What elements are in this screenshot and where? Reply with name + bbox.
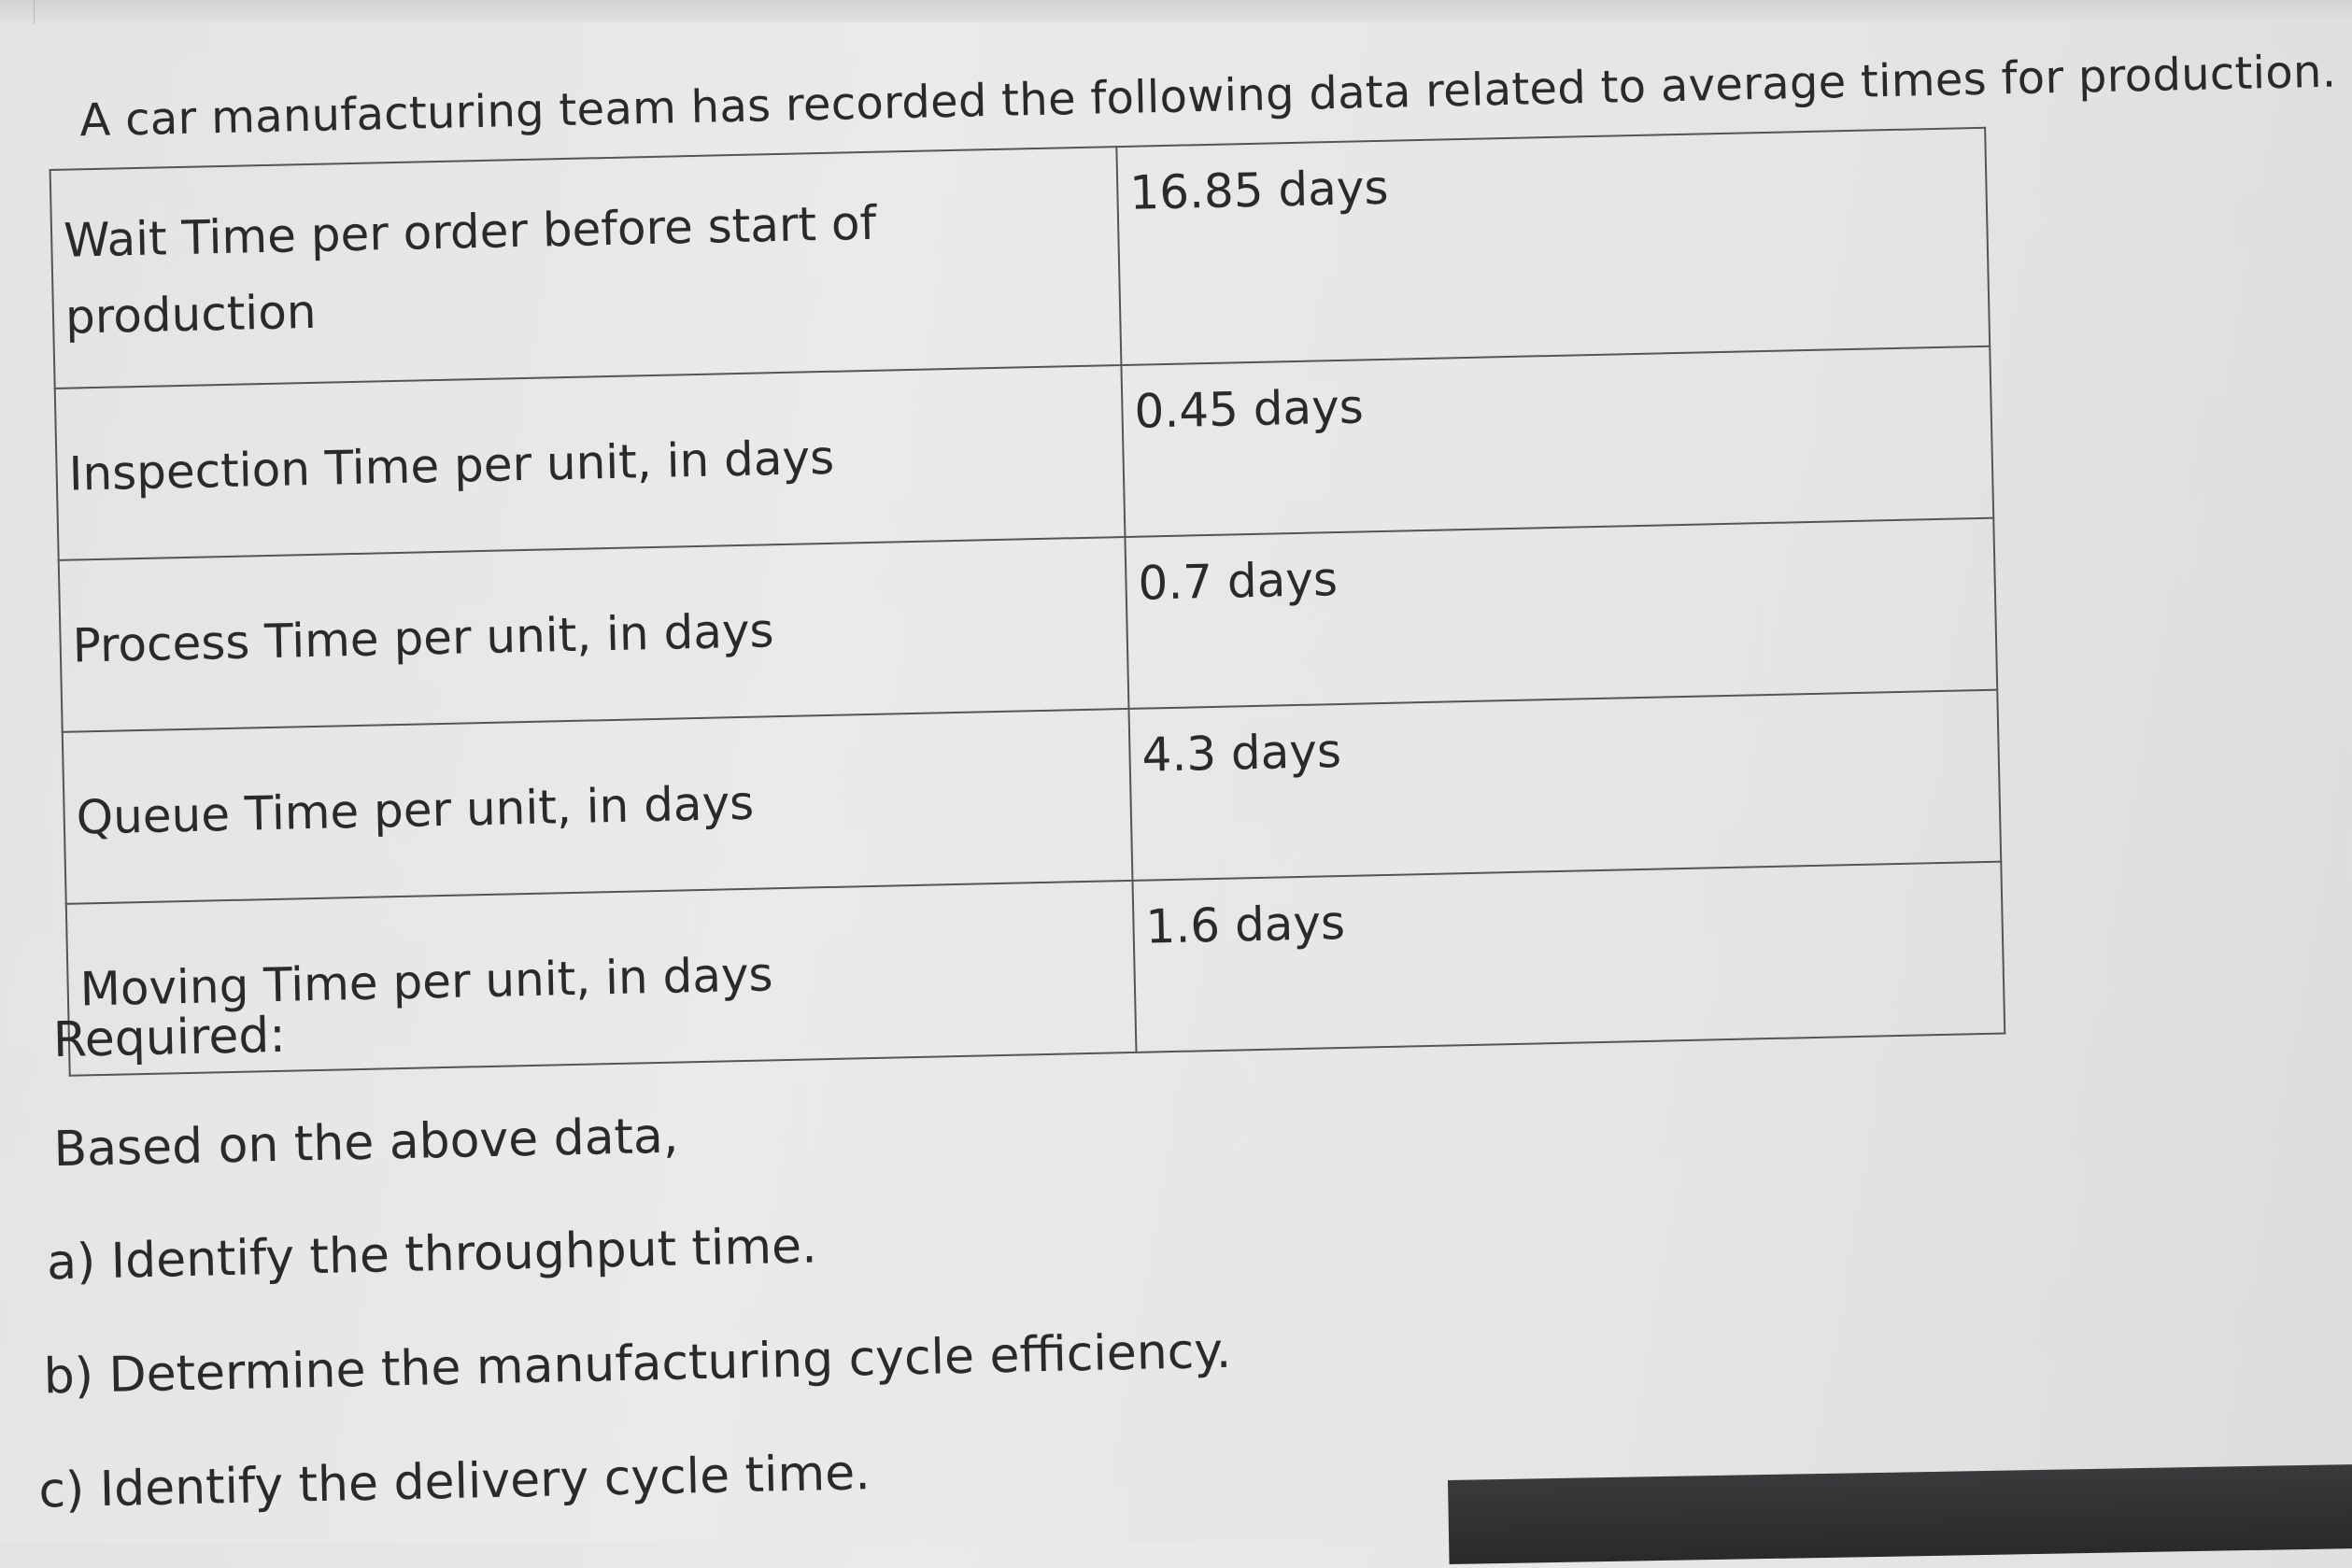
row-label: Queue Time per unit, in days: [62, 708, 1133, 904]
row-label: Process Time per unit, in days: [58, 536, 1129, 732]
row-value: 1.6 days: [1132, 861, 2005, 1052]
production-times-table: Wait Time per order before start of prod…: [50, 127, 2006, 1077]
row-label: Inspection Time per unit, in days: [54, 365, 1126, 560]
screen-top-strip: [0, 0, 2352, 24]
table-row: Wait Time per order before start of prod…: [50, 127, 1991, 388]
monitor-bezel: [1448, 1463, 2352, 1564]
row-value: 0.45 days: [1121, 346, 1994, 537]
row-value: 4.3 days: [1128, 689, 2002, 881]
window-divider: [34, 0, 35, 24]
intro-text: A car manufacturing team has recorded th…: [78, 45, 2337, 148]
row-value: 16.85 days: [1116, 127, 1991, 366]
question-a: a) Identify the throughput time.: [46, 1218, 818, 1292]
instruction-text: Based on the above data,: [52, 1108, 679, 1179]
row-value: 0.7 days: [1125, 517, 1998, 709]
row-label: Wait Time per order before start of prod…: [50, 147, 1122, 388]
question-b: b) Determine the manufacturing cycle eff…: [43, 1322, 1232, 1406]
question-c: c) Identify the delivery cycle time.: [37, 1445, 871, 1519]
required-heading: Required:: [52, 1007, 287, 1069]
